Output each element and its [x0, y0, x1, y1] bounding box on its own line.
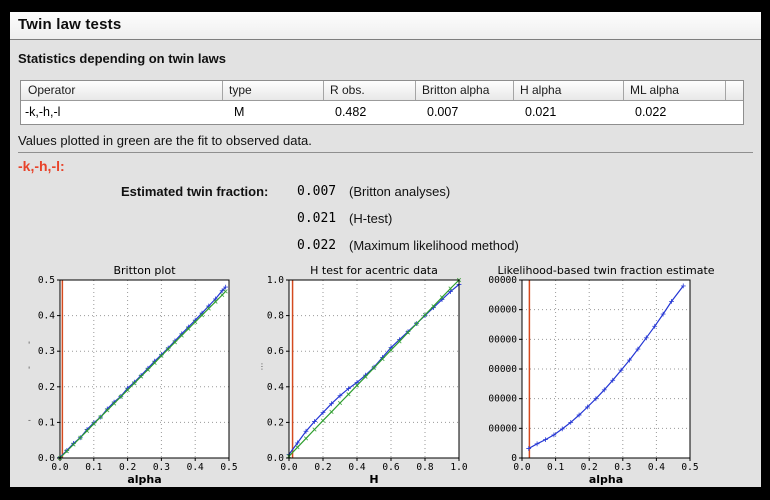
- svg-text:0.6: 0.6: [382, 462, 399, 473]
- svg-text:0.1: 0.1: [38, 417, 55, 428]
- svg-text:0.5: 0.5: [681, 462, 698, 473]
- ml-estimate-method: (Maximum likelihood method): [349, 238, 519, 253]
- svg-text:Britton plot: Britton plot: [113, 264, 176, 277]
- table-row[interactable]: -k,-h,-l M 0.482 0.007 0.021 0.022: [21, 101, 743, 124]
- svg-text:0.2: 0.2: [267, 417, 284, 428]
- svg-text:alpha: alpha: [127, 473, 161, 486]
- page-title: Twin law tests: [18, 16, 122, 33]
- likelihood-plot-canvas: 0.0 0.1 0.2 0.3 0.4 0.50000000000000000000000…: [488, 264, 714, 486]
- cell-ml-alpha: 0.022: [635, 105, 667, 119]
- svg-text:⋮: ⋮: [258, 362, 266, 371]
- twin-law-heading: -k,-h,-l:: [18, 158, 65, 174]
- svg-text:0.5: 0.5: [38, 275, 55, 286]
- section-heading: Statistics depending on twin laws: [18, 51, 227, 66]
- column-header-type[interactable]: type: [223, 81, 324, 100]
- cell-spacer: [726, 101, 743, 124]
- svg-text:0.4: 0.4: [648, 462, 665, 473]
- twin-law-stats-table: Operator type R obs. Britton alpha H alp…: [20, 80, 744, 125]
- britton-plot-figure: 0.0 0.1 0.2 0.3 0.4 0.5 0.0 0.1 0.2 0.3 0.4 0.5 Brit…: [25, 262, 260, 487]
- svg-text:0.3: 0.3: [153, 462, 170, 473]
- svg-text:0.2: 0.2: [581, 462, 598, 473]
- column-header-spacer: [726, 81, 743, 100]
- svg-text:0.0: 0.0: [51, 462, 68, 473]
- twin-law-tests-panel: Twin law tests Statistics depending on t…: [10, 12, 761, 487]
- htest-estimate-method: (H-test): [349, 211, 393, 226]
- svg-text:0.4: 0.4: [267, 382, 284, 393]
- cell-r-obs: 0.482: [335, 105, 367, 119]
- svg-text:H: H: [369, 473, 378, 486]
- svg-text:Likelihood-based twin fraction: Likelihood-based twin fraction estimate: [497, 264, 714, 277]
- svg-text:00000: 00000: [488, 305, 517, 316]
- estimate-row-htest: 0.021 (H-test): [10, 211, 750, 229]
- svg-text:0.4: 0.4: [187, 462, 204, 473]
- h-test-plot-canvas: 0.0 0.2 0.4 0.6 0.8 1.0 0.0 0.2 0.4 0.6 0.8 1.0 H te…: [258, 264, 468, 486]
- svg-text:0.3: 0.3: [38, 346, 55, 357]
- column-header-britton-alpha[interactable]: Britton alpha: [416, 81, 514, 100]
- cell-h-alpha: 0.021: [525, 105, 557, 119]
- column-header-operator[interactable]: Operator: [21, 81, 223, 100]
- svg-text:0.4: 0.4: [38, 311, 55, 322]
- svg-text:-: -: [28, 415, 31, 424]
- htest-estimate-value: 0.021: [297, 211, 337, 226]
- column-header-r-obs[interactable]: R obs.: [324, 81, 416, 100]
- svg-text:0.1: 0.1: [547, 462, 564, 473]
- table-header-row: Operator type R obs. Britton alpha H alp…: [21, 81, 743, 101]
- svg-text:1.0: 1.0: [450, 462, 467, 473]
- column-header-ml-alpha[interactable]: ML alpha: [624, 81, 726, 100]
- panel-title-bar: Twin law tests: [10, 12, 761, 40]
- cell-type: M: [234, 105, 245, 119]
- svg-text:': ': [28, 366, 30, 375]
- svg-text:00000: 00000: [488, 423, 517, 434]
- svg-text:0: 0: [511, 453, 517, 464]
- column-header-h-alpha[interactable]: H alpha: [514, 81, 624, 100]
- svg-text:0.2: 0.2: [314, 462, 331, 473]
- svg-text:0.8: 0.8: [267, 311, 284, 322]
- section-divider: [18, 152, 753, 153]
- svg-text:0.2: 0.2: [119, 462, 136, 473]
- estimate-row-ml: 0.022 (Maximum likelihood method): [10, 238, 750, 256]
- svg-text:0.3: 0.3: [614, 462, 631, 473]
- svg-text:0.6: 0.6: [267, 346, 284, 357]
- svg-text:00000: 00000: [488, 364, 517, 375]
- svg-text:00000: 00000: [488, 275, 517, 286]
- svg-text:0.0: 0.0: [513, 462, 530, 473]
- svg-text:alpha: alpha: [589, 473, 623, 486]
- svg-text:0.8: 0.8: [416, 462, 433, 473]
- svg-text:0.2: 0.2: [38, 382, 55, 393]
- svg-text:0.1: 0.1: [85, 462, 102, 473]
- svg-text:': ': [28, 341, 30, 350]
- svg-text:1.0: 1.0: [267, 275, 284, 286]
- britton-estimate-method: (Britton analyses): [349, 184, 451, 199]
- cell-operator: -k,-h,-l: [25, 105, 61, 119]
- svg-text:H test for acentric data: H test for acentric data: [310, 264, 438, 277]
- svg-text:0.0: 0.0: [280, 462, 297, 473]
- ml-estimate-value: 0.022: [297, 238, 337, 253]
- svg-text:00000: 00000: [488, 334, 517, 345]
- svg-text:0.4: 0.4: [348, 462, 365, 473]
- svg-text:00000: 00000: [488, 394, 517, 405]
- h-test-plot-figure: 0.0 0.2 0.4 0.6 0.8 1.0 0.0 0.2 0.4 0.6 0.8 1.0 H te…: [255, 262, 490, 487]
- cell-britton-alpha: 0.007: [427, 105, 459, 119]
- estimated-twin-fraction-label: Estimated twin fraction:: [121, 184, 269, 199]
- svg-text:0.5: 0.5: [220, 462, 237, 473]
- svg-text:0.0: 0.0: [38, 453, 55, 464]
- green-fit-note: Values plotted in green are the fit to o…: [18, 133, 312, 148]
- svg-text:0.0: 0.0: [267, 453, 284, 464]
- estimate-row-britton: Estimated twin fraction: 0.007 (Britton …: [10, 184, 750, 202]
- britton-plot-canvas: 0.0 0.1 0.2 0.3 0.4 0.5 0.0 0.1 0.2 0.3 0.4 0.5 Brit…: [28, 264, 238, 486]
- likelihood-plot-figure: 0.0 0.1 0.2 0.3 0.4 0.5 0 00000 00000 00000 00000 0…: [488, 262, 723, 487]
- britton-estimate-value: 0.007: [297, 184, 337, 199]
